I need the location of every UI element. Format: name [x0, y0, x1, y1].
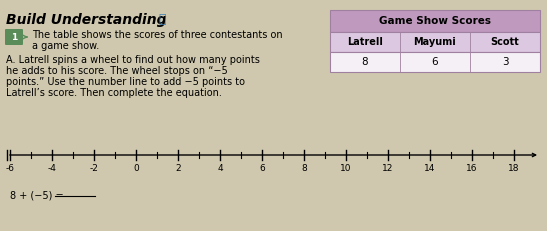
- Text: 1: 1: [11, 33, 17, 42]
- Text: points.” Use the number line to add −5 points to: points.” Use the number line to add −5 p…: [6, 77, 245, 87]
- Text: a game show.: a game show.: [32, 41, 99, 51]
- Text: -2: -2: [90, 164, 98, 173]
- Text: Build Understanding: Build Understanding: [6, 13, 166, 27]
- Text: -4: -4: [48, 164, 56, 173]
- Text: 16: 16: [466, 164, 478, 173]
- Text: The table shows the scores of three contestants on: The table shows the scores of three cont…: [32, 30, 283, 40]
- Text: 3: 3: [502, 57, 508, 67]
- FancyBboxPatch shape: [330, 10, 540, 32]
- Text: Latrell’s score. Then complete the equation.: Latrell’s score. Then complete the equat…: [6, 88, 222, 98]
- Text: Latrell: Latrell: [347, 37, 383, 47]
- Text: 4: 4: [217, 164, 223, 173]
- Text: Scott: Scott: [491, 37, 519, 47]
- Text: 8: 8: [301, 164, 307, 173]
- Text: he adds to his score. The wheel stops on “−5: he adds to his score. The wheel stops on…: [6, 66, 228, 76]
- Text: A. Latrell spins a wheel to find out how many points: A. Latrell spins a wheel to find out how…: [6, 55, 260, 65]
- Text: 8: 8: [362, 57, 368, 67]
- FancyBboxPatch shape: [330, 52, 540, 72]
- Text: 12: 12: [382, 164, 394, 173]
- Text: 18: 18: [508, 164, 520, 173]
- Text: 14: 14: [424, 164, 436, 173]
- Text: -6: -6: [5, 164, 15, 173]
- Text: 8 + (−5) =: 8 + (−5) =: [10, 190, 67, 200]
- FancyBboxPatch shape: [330, 32, 540, 52]
- Text: 10: 10: [340, 164, 352, 173]
- Text: 6: 6: [259, 164, 265, 173]
- Text: 0: 0: [133, 164, 139, 173]
- Text: 6: 6: [432, 57, 438, 67]
- Text: Mayumi: Mayumi: [414, 37, 456, 47]
- Text: 2: 2: [175, 164, 181, 173]
- Text: 📖: 📖: [158, 13, 166, 26]
- Text: Game Show Scores: Game Show Scores: [379, 16, 491, 26]
- FancyBboxPatch shape: [5, 29, 23, 45]
